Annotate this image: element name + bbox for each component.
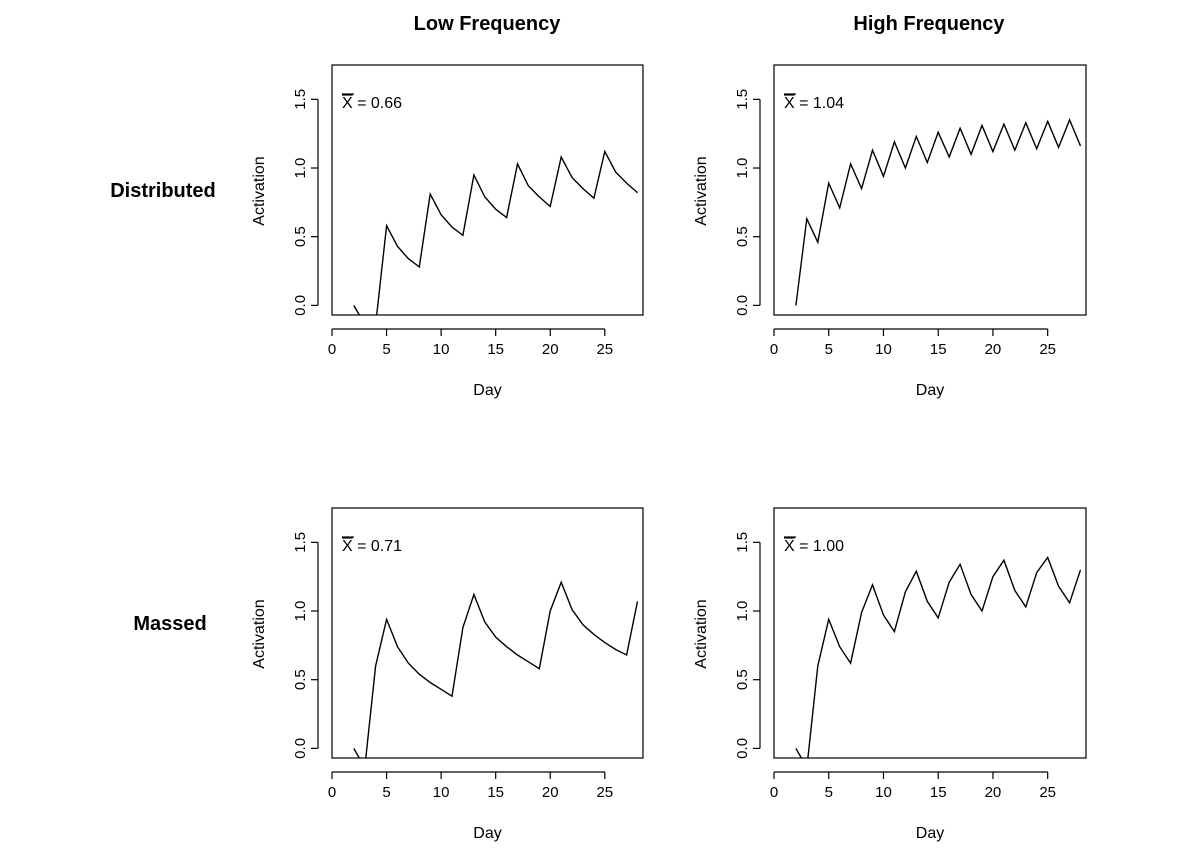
x-tick-label: 10 [875,784,892,801]
y-tick-label: 0.5 [734,669,751,690]
panel-distributed-high-frequency: 0 5 10 15 20 25 Day 0.0 0.5 1.0 1.5 Activation X = 1… [693,64,1087,399]
x-axis-label: Day [473,382,501,399]
plot-frame [773,507,1087,759]
panel-distributed-low-frequency: 0 5 10 15 20 25 Day 0.0 0.5 1.0 1.5 Activation X = 0… [251,64,644,399]
mean-value: = 1.04 [795,95,844,112]
x-tick-label: 15 [930,784,947,801]
series-line-activation [807,556,1082,759]
mean-symbol: X [342,538,353,555]
x-tick-label: 0 [328,341,336,358]
y-axis-label: Activation [251,156,268,225]
x-tick-label: 25 [1039,784,1056,801]
column-title-low-frequency: Low Frequency [414,13,562,35]
x-tick-label: 5 [825,784,833,801]
series-line-activation-early [353,305,360,316]
x-tick-label: 20 [542,341,559,358]
y-tick-label: 0.0 [292,738,309,759]
series-line-activation [795,118,1082,306]
x-tick-label: 25 [1039,341,1056,358]
series-line-activation [365,580,639,759]
mean-annotation: X = 1.00 [784,538,844,555]
x-axis-label: Day [916,382,944,399]
y-tick-label: 1.0 [734,158,751,179]
mean-annotation: X = 1.04 [784,95,844,112]
x-tick-label: 10 [433,784,450,801]
x-axis-label: Day [473,825,501,842]
series-line-activation-early [353,748,360,759]
x-axis-label: Day [916,825,944,842]
y-tick-label: 0.0 [292,295,309,316]
x-tick-label: 15 [487,341,504,358]
y-tick-label: 1.5 [734,89,751,110]
y-tick-label: 1.5 [292,89,309,110]
x-tick-label: 0 [328,784,336,801]
y-tick-label: 0.5 [292,669,309,690]
y-tick-label: 1.5 [734,532,751,553]
x-tick-label: 5 [825,341,833,358]
mean-symbol: X [784,95,795,112]
panel-massed-high-frequency: 0 5 10 15 20 25 Day 0.0 0.5 1.0 1.5 Activation X = 1… [693,507,1087,842]
y-axis-label: Activation [251,599,268,668]
series-line-activation [376,149,638,316]
plot-frame [331,64,644,316]
plot-frame [773,64,1087,316]
x-tick-label: 15 [487,784,504,801]
panel-massed-low-frequency: 0 5 10 15 20 25 Day 0.0 0.5 1.0 1.5 Activation X = 0… [251,507,644,842]
column-title-high-frequency: High Frequency [853,13,1005,35]
x-tick-label: 20 [985,784,1002,801]
row-label-distributed: Distributed [110,180,216,202]
y-axis-label: Activation [693,156,710,225]
x-tick-label: 10 [875,341,892,358]
y-tick-label: 0.0 [734,738,751,759]
y-tick-label: 0.5 [292,226,309,247]
x-tick-label: 5 [382,341,390,358]
x-tick-label: 20 [985,341,1002,358]
x-tick-label: 0 [770,341,778,358]
mean-annotation: X = 0.66 [342,95,402,112]
row-label-massed: Massed [133,613,206,635]
mean-value: = 1.00 [795,538,844,555]
mean-symbol: X [784,538,795,555]
x-tick-label: 25 [596,341,613,358]
x-tick-label: 5 [382,784,390,801]
mean-value: = 0.71 [353,538,402,555]
mean-value: = 0.66 [353,95,402,112]
mean-annotation: X = 0.71 [342,538,402,555]
series-line-activation-early [795,748,803,759]
y-tick-label: 1.0 [734,601,751,622]
mean-symbol: X [342,95,353,112]
x-tick-label: 25 [596,784,613,801]
y-tick-label: 0.5 [734,226,751,247]
x-tick-label: 15 [930,341,947,358]
y-tick-label: 1.5 [292,532,309,553]
y-axis-label: Activation [693,599,710,668]
y-tick-label: 1.0 [292,158,309,179]
plot-frame [331,507,644,759]
y-tick-label: 0.0 [734,295,751,316]
x-tick-label: 20 [542,784,559,801]
y-tick-label: 1.0 [292,601,309,622]
x-tick-label: 10 [433,341,450,358]
x-tick-label: 0 [770,784,778,801]
